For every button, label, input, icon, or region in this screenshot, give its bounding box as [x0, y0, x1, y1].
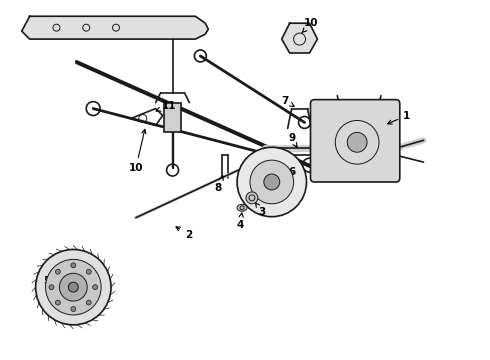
Text: 5: 5 — [43, 276, 60, 287]
Text: 10: 10 — [128, 129, 146, 173]
Text: 7: 7 — [281, 96, 294, 107]
Circle shape — [59, 273, 87, 301]
Circle shape — [71, 306, 76, 311]
Circle shape — [36, 249, 111, 325]
Circle shape — [246, 192, 258, 204]
Circle shape — [55, 269, 60, 274]
Circle shape — [46, 260, 101, 315]
Circle shape — [71, 263, 76, 268]
Text: 11: 11 — [156, 100, 176, 111]
Circle shape — [69, 282, 78, 292]
Text: 3: 3 — [256, 203, 266, 217]
Circle shape — [347, 132, 367, 152]
Circle shape — [55, 300, 60, 305]
Circle shape — [86, 300, 91, 305]
FancyBboxPatch shape — [311, 100, 400, 182]
FancyBboxPatch shape — [164, 103, 181, 132]
Text: 6: 6 — [288, 167, 295, 177]
Text: 4: 4 — [236, 213, 244, 230]
Circle shape — [49, 285, 54, 290]
Text: 1: 1 — [388, 111, 410, 124]
Circle shape — [93, 285, 98, 290]
Text: 8: 8 — [215, 176, 223, 193]
Text: 2: 2 — [176, 227, 192, 239]
Ellipse shape — [237, 204, 247, 211]
Circle shape — [250, 160, 294, 204]
Circle shape — [86, 269, 91, 274]
Polygon shape — [22, 16, 208, 39]
Circle shape — [264, 174, 280, 190]
Circle shape — [237, 147, 307, 217]
Text: 10: 10 — [302, 18, 318, 33]
Text: 9: 9 — [288, 133, 297, 147]
Polygon shape — [282, 23, 318, 53]
